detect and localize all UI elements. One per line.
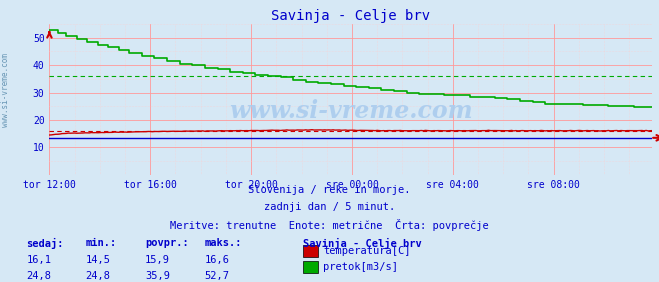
Text: www.si-vreme.com: www.si-vreme.com bbox=[229, 100, 473, 124]
Text: Meritve: trenutne  Enote: metrične  Črta: povprečje: Meritve: trenutne Enote: metrične Črta: … bbox=[170, 219, 489, 231]
Text: 24,8: 24,8 bbox=[86, 271, 111, 281]
Text: 15,9: 15,9 bbox=[145, 255, 170, 265]
Text: Savinja - Celje brv: Savinja - Celje brv bbox=[303, 238, 422, 249]
Text: min.:: min.: bbox=[86, 238, 117, 248]
Text: Slovenija / reke in morje.: Slovenija / reke in morje. bbox=[248, 185, 411, 195]
Text: 24,8: 24,8 bbox=[26, 271, 51, 281]
Text: 35,9: 35,9 bbox=[145, 271, 170, 281]
Text: zadnji dan / 5 minut.: zadnji dan / 5 minut. bbox=[264, 202, 395, 212]
Title: Savinja - Celje brv: Savinja - Celje brv bbox=[272, 9, 430, 23]
Text: 16,1: 16,1 bbox=[26, 255, 51, 265]
Text: maks.:: maks.: bbox=[204, 238, 242, 248]
Text: 14,5: 14,5 bbox=[86, 255, 111, 265]
Text: pretok[m3/s]: pretok[m3/s] bbox=[323, 262, 398, 272]
Text: www.si-vreme.com: www.si-vreme.com bbox=[1, 53, 10, 127]
Text: temperatura[C]: temperatura[C] bbox=[323, 246, 411, 256]
Text: sedaj:: sedaj: bbox=[26, 238, 64, 249]
Text: povpr.:: povpr.: bbox=[145, 238, 188, 248]
Text: 52,7: 52,7 bbox=[204, 271, 229, 281]
Text: 16,6: 16,6 bbox=[204, 255, 229, 265]
